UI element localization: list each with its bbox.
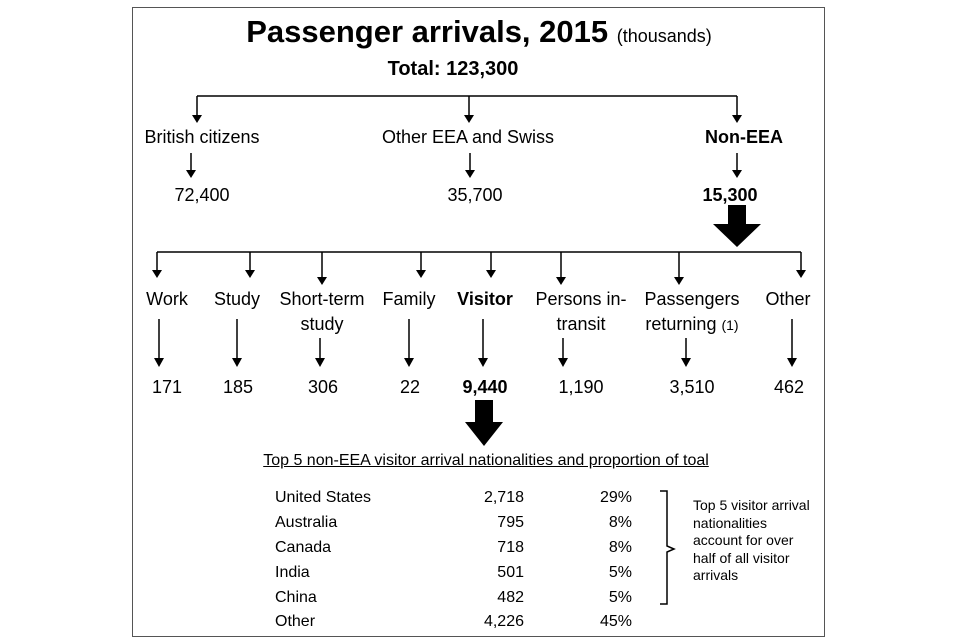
category-short-term-study-label: Short-term study [279, 287, 364, 337]
category-transit-value: 1,190 [558, 377, 604, 397]
category-returning-line2: returning [645, 314, 717, 334]
row-share: 8% [608, 514, 632, 531]
category-visitor-value: 9,440 [462, 377, 508, 397]
group-eea-value: 35,700 [447, 185, 503, 205]
row-count: 501 [497, 564, 524, 581]
row-country: China [275, 589, 317, 606]
category-family-value: 22 [399, 377, 421, 397]
category-transit-line2: transit [556, 314, 606, 334]
category-transit-label: Persons in- transit [535, 287, 626, 337]
group-british-label: British citizens [144, 127, 260, 147]
category-short-term-study-value: 306 [307, 377, 339, 397]
title-main: Passenger arrivals, 2015 [246, 14, 609, 49]
nationalities-heading: Top 5 non-EEA visitor arrival nationalit… [263, 452, 709, 469]
row-country: United States [275, 489, 372, 506]
row-country: India [275, 564, 310, 581]
group-non-eea-label: Non-EEA [705, 127, 783, 147]
category-short-term-study-line2: study [300, 314, 344, 334]
row-count: 795 [497, 514, 524, 531]
category-visitor-label: Visitor [457, 289, 513, 309]
category-study-label: Study [213, 289, 261, 309]
category-returning-note: (1) [721, 317, 739, 333]
group-eea-label: Other EEA and Swiss [381, 127, 555, 147]
row-share: 29% [599, 489, 632, 506]
category-short-term-study-line1: Short-term [279, 289, 365, 309]
row-count: 718 [497, 539, 524, 556]
row-country: Canada [275, 539, 332, 556]
category-returning-value: 3,510 [669, 377, 715, 397]
category-work-label: Work [146, 289, 188, 309]
category-family-label: Family [382, 289, 436, 309]
diagram-frame [132, 7, 825, 637]
row-country: Australia [275, 514, 338, 531]
category-other-value: 462 [773, 377, 805, 397]
row-share: 8% [608, 539, 632, 556]
row-share: 5% [608, 564, 632, 581]
row-count: 482 [497, 589, 524, 606]
row-count: 4,226 [483, 613, 524, 630]
row-share: 5% [608, 589, 632, 606]
category-returning-label: Passengers returning (1) [644, 287, 739, 338]
title-unit: (thousands) [616, 26, 712, 46]
group-british-value: 72,400 [174, 185, 230, 205]
category-transit-line1: Persons in- [535, 289, 627, 309]
row-share: 45% [599, 613, 632, 630]
page-title: Passenger arrivals, 2015 (thousands) [246, 14, 712, 50]
row-country: Other [275, 613, 316, 630]
row-count: 2,718 [483, 489, 524, 506]
total-label: Total: 123,300 [387, 58, 519, 80]
top5-note: Top 5 visitor arrival nationalities acco… [693, 497, 810, 583]
category-work-value: 171 [151, 377, 183, 397]
category-other-label: Other [765, 289, 811, 309]
group-non-eea-value: 15,300 [702, 185, 758, 205]
category-returning-line1: Passengers [644, 289, 740, 309]
category-study-value: 185 [222, 377, 254, 397]
